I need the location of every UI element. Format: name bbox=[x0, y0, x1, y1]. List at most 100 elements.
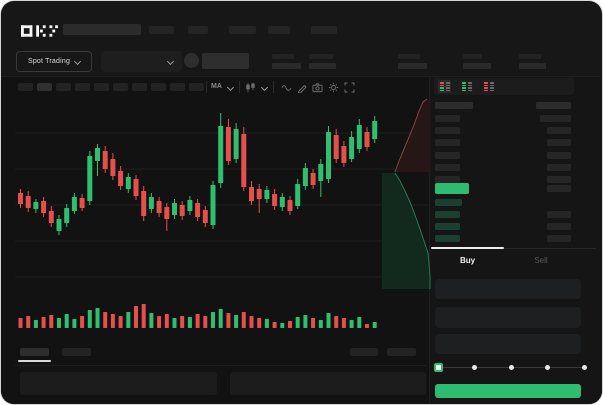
nav-item-placeholder[interactable] bbox=[311, 26, 337, 34]
ask-row[interactable] bbox=[431, 152, 596, 161]
nav-item-placeholder[interactable] bbox=[188, 26, 208, 34]
candle-body bbox=[241, 134, 247, 187]
volume-bar bbox=[264, 319, 269, 328]
search-input[interactable] bbox=[63, 24, 141, 35]
timeframe-button[interactable] bbox=[170, 83, 185, 91]
timeframe-button[interactable] bbox=[132, 83, 147, 91]
orderbook-layout-asks[interactable] bbox=[482, 80, 495, 93]
buy-submit-button[interactable] bbox=[435, 384, 581, 398]
draw-tool-icon[interactable] bbox=[297, 82, 308, 93]
volume-bar bbox=[118, 316, 123, 328]
tab-buy[interactable]: Buy bbox=[459, 255, 476, 265]
ask-row[interactable] bbox=[431, 127, 596, 136]
timeframe-button[interactable] bbox=[56, 83, 71, 91]
orderbook-layout-combined[interactable] bbox=[438, 80, 451, 93]
volume-bar bbox=[57, 318, 61, 328]
active-tab-indicator bbox=[431, 247, 504, 249]
toggle-right-column bbox=[489, 82, 494, 91]
camera-icon[interactable] bbox=[312, 82, 323, 93]
symbol-selector[interactable] bbox=[101, 51, 182, 72]
candle-body bbox=[279, 197, 285, 207]
timeframe-button[interactable] bbox=[37, 83, 52, 91]
ask-row[interactable] bbox=[431, 164, 596, 173]
total-input[interactable] bbox=[435, 334, 581, 354]
volume-bar bbox=[349, 320, 354, 328]
tab-sell[interactable]: Sell bbox=[534, 255, 548, 265]
timeframe-button[interactable] bbox=[18, 83, 33, 91]
candle-body bbox=[210, 185, 216, 225]
bottom-divider bbox=[15, 365, 426, 366]
bottom-tab-active[interactable] bbox=[20, 348, 49, 356]
price-input[interactable] bbox=[435, 279, 581, 299]
volume-bar bbox=[87, 310, 92, 328]
stat-value-placeholder bbox=[398, 63, 427, 69]
timeframe-button[interactable] bbox=[151, 83, 166, 91]
bottom-tab[interactable] bbox=[62, 348, 91, 356]
last-price-cell[interactable] bbox=[435, 183, 469, 194]
volume-bar bbox=[365, 324, 369, 328]
nav-item-placeholder[interactable] bbox=[149, 26, 174, 34]
candle-body bbox=[71, 197, 77, 211]
orderbook-header-price bbox=[435, 102, 473, 109]
timeframe-button[interactable] bbox=[189, 83, 204, 91]
chart-type-dropdown[interactable] bbox=[245, 82, 256, 93]
bottom-right-control[interactable] bbox=[350, 348, 378, 356]
volume-bar bbox=[334, 316, 339, 328]
ask-row[interactable] bbox=[431, 115, 596, 124]
volume-bar bbox=[33, 320, 38, 328]
ask-price-placeholder bbox=[435, 152, 460, 159]
candle-body bbox=[333, 135, 339, 159]
volume-bar bbox=[180, 316, 185, 328]
market-type-selector[interactable]: Spot Trading bbox=[16, 51, 92, 72]
bid-row[interactable] bbox=[431, 235, 596, 244]
bottom-right-control[interactable] bbox=[387, 348, 416, 356]
indicator-wave-icon[interactable] bbox=[281, 82, 292, 93]
volume-bar bbox=[341, 318, 346, 328]
candle-body bbox=[87, 156, 93, 201]
bid-row[interactable] bbox=[431, 223, 596, 232]
volume-bar bbox=[134, 306, 138, 328]
candle-body bbox=[110, 159, 116, 176]
nav-item-placeholder[interactable] bbox=[229, 26, 256, 34]
candle-body bbox=[25, 196, 31, 208]
settings-gear-icon[interactable] bbox=[328, 82, 339, 93]
candle-body bbox=[356, 125, 362, 149]
volume-bar bbox=[149, 313, 154, 328]
fullscreen-icon[interactable] bbox=[344, 82, 355, 93]
slider-stop[interactable] bbox=[545, 364, 550, 370]
slider-handle[interactable] bbox=[433, 362, 443, 372]
okx-logo[interactable]: OKX bbox=[21, 24, 58, 37]
ask-amount-placeholder bbox=[547, 139, 571, 146]
volume-bar bbox=[41, 317, 46, 328]
nav-item-placeholder[interactable] bbox=[268, 26, 290, 34]
ask-row[interactable] bbox=[431, 139, 596, 148]
slider-stop[interactable] bbox=[581, 364, 587, 370]
candle-body bbox=[179, 205, 185, 216]
candle-body bbox=[349, 137, 355, 159]
timeframe-button[interactable] bbox=[113, 83, 128, 91]
volume-bar bbox=[372, 322, 377, 328]
candle-body bbox=[133, 179, 139, 196]
bid-row[interactable] bbox=[431, 199, 596, 208]
candle-body bbox=[64, 208, 70, 223]
ask-row[interactable] bbox=[431, 176, 596, 185]
bid-row[interactable] bbox=[431, 211, 596, 220]
candle-body bbox=[302, 168, 308, 186]
orderbook-layout-bids[interactable] bbox=[460, 80, 473, 93]
ask-amount-placeholder bbox=[547, 176, 571, 183]
candle-body bbox=[148, 197, 154, 209]
slider-stop[interactable] bbox=[472, 364, 477, 370]
volume-bar bbox=[357, 317, 362, 328]
timeframe-button[interactable] bbox=[75, 83, 90, 91]
amount-input[interactable] bbox=[435, 307, 581, 328]
ask-amount-placeholder bbox=[547, 127, 571, 134]
slider-stop[interactable] bbox=[508, 364, 514, 370]
okx-logo-icon bbox=[21, 25, 58, 37]
timeframe-button[interactable] bbox=[94, 83, 109, 91]
depth-asks-area bbox=[395, 99, 431, 172]
volume-bar bbox=[288, 321, 292, 328]
ma-indicator-dropdown[interactable]: MA bbox=[211, 83, 222, 90]
volume-bar bbox=[141, 304, 146, 328]
volume-bar bbox=[72, 319, 77, 328]
